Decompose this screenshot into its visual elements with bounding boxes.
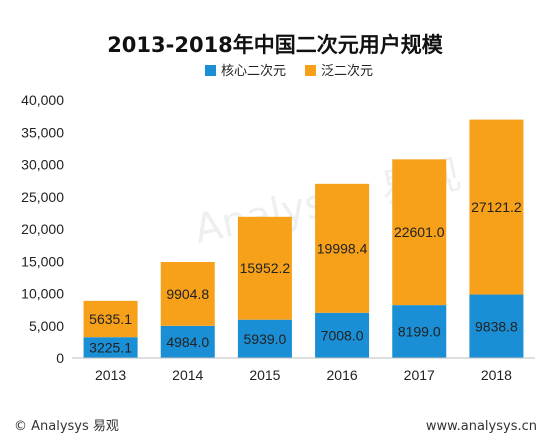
data-label-broad: 9904.8 — [166, 286, 209, 302]
y-tick-label: 40,000 — [21, 92, 64, 108]
data-label-broad: 15952.2 — [240, 260, 291, 276]
footer-url: www.analysys.cn — [426, 419, 537, 434]
bar-broad — [83, 300, 138, 338]
y-tick-label: 20,000 — [21, 221, 64, 237]
bar-core — [315, 312, 370, 358]
data-label-core: 8199.0 — [398, 324, 441, 340]
data-label-broad: 5635.1 — [89, 311, 132, 327]
data-label-broad: 22601.0 — [394, 224, 445, 240]
chart-title: 2013-2018年中国二次元用户规模 — [107, 33, 444, 57]
bar-core — [469, 294, 524, 358]
bar-core — [237, 319, 292, 358]
bar-broad — [392, 159, 447, 306]
bars: 3225.1 5635.1 4984.0 9904.8 5939.0 15952.2 700… — [83, 119, 524, 358]
x-tick-label: 2017 — [404, 367, 435, 383]
data-label-core: 3225.1 — [89, 340, 132, 356]
data-label-core: 5939.0 — [244, 331, 287, 347]
legend-label-core: 核心二次元 — [221, 63, 286, 79]
y-tick-label: 10,000 — [21, 286, 64, 302]
legend-label-broad: 泛二次元 — [321, 63, 373, 79]
legend-swatch-core — [205, 65, 216, 76]
x-tick-label: 2018 — [481, 367, 512, 383]
x-axis: 2013 2014 2015 2016 2017 2018 — [72, 357, 535, 383]
x-tick-label: 2013 — [95, 367, 126, 383]
y-tick-label: 5,000 — [29, 318, 64, 334]
x-tick-label: 2015 — [249, 367, 280, 383]
bar-core — [160, 325, 215, 358]
bar-broad — [237, 216, 292, 320]
data-label-core: 4984.0 — [166, 334, 209, 350]
x-tick-label: 2014 — [172, 367, 203, 383]
y-tick-label: 25,000 — [21, 189, 64, 205]
footer-copyright: © Analysys 易观 — [14, 419, 119, 434]
data-label-core: 7008.0 — [321, 327, 364, 343]
data-label-core: 9838.8 — [475, 318, 518, 334]
y-tick-label: 0 — [56, 350, 64, 366]
y-tick-label: 15,000 — [21, 253, 64, 269]
y-tick-label: 30,000 — [21, 157, 64, 173]
bar-broad — [469, 119, 524, 295]
data-label-broad: 27121.2 — [471, 199, 522, 215]
bar-broad — [315, 183, 370, 313]
y-tick-label: 35,000 — [21, 124, 64, 140]
legend-swatch-broad — [305, 65, 316, 76]
data-label-broad: 19998.4 — [317, 240, 368, 256]
legend: 核心二次元 泛二次元 — [205, 63, 373, 79]
y-axis: 0 5,000 10,000 15,000 20,000 25,000 30,000 35,0… — [21, 92, 64, 366]
x-tick-label: 2016 — [327, 367, 358, 383]
bar-core — [83, 337, 138, 358]
bar-core — [392, 305, 447, 358]
bar-broad — [160, 261, 215, 326]
